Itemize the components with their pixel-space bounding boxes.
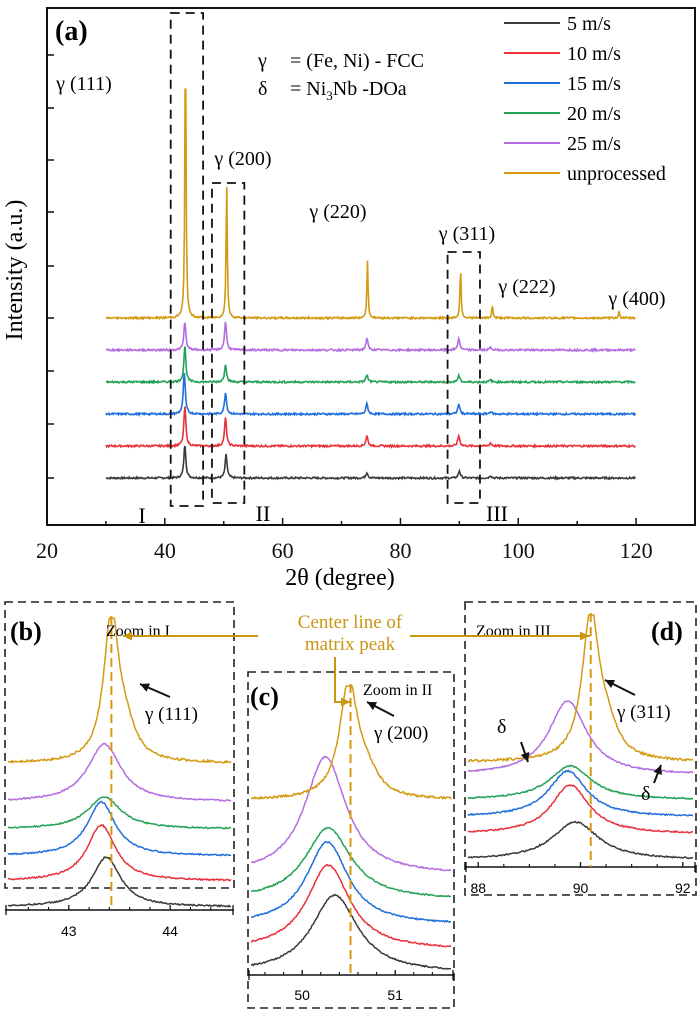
- zoom-series-5ms: [467, 820, 694, 860]
- x-tick-label: 90: [573, 880, 589, 896]
- peak-label: γ (200): [213, 148, 271, 170]
- peak-label: γ (200): [373, 723, 428, 744]
- zoom-series-15ms: [467, 769, 694, 817]
- zoom-series-15ms: [7, 800, 232, 857]
- y-axis-label: Intensity (a.u.): [2, 200, 28, 341]
- peak-arrow-head: [605, 680, 616, 689]
- x-tick-label: 60: [272, 538, 294, 563]
- phase-text-delta-sub: 3: [326, 88, 333, 103]
- delta-arrow-head: [520, 752, 530, 762]
- series-line-20ms: [105, 346, 636, 385]
- annotation-arrow-c-head: [341, 697, 350, 707]
- panel-label: (b): [10, 617, 42, 646]
- delta-label: δ: [497, 716, 506, 738]
- x-tick-label: 120: [620, 538, 653, 563]
- zoom-region-box: [446, 251, 481, 504]
- delta-arrow-head: [653, 765, 662, 776]
- panel-d: 88 90 92 (d) Zoom in III γ (311) δ δ: [464, 601, 697, 896]
- x-tick-label: 92: [675, 880, 691, 896]
- peak-label: γ (400): [607, 288, 665, 310]
- peak-label: γ (222): [497, 276, 555, 298]
- zoom-series-10ms: [467, 784, 694, 834]
- phase-symbol-delta: δ: [258, 78, 267, 100]
- series-line-unprocessed: [105, 88, 636, 321]
- legend-label: 15 m/s: [567, 73, 621, 95]
- zoom-panel-frame: [247, 671, 455, 1009]
- series-line-15ms: [105, 373, 637, 418]
- annotation-line: [334, 657, 348, 703]
- panel-label: (d): [651, 617, 683, 646]
- x-tick-label: 100: [502, 538, 535, 563]
- legend-label: 5 m/s: [567, 13, 611, 35]
- zoom-region-box: [169, 12, 205, 507]
- x-tick-label: 40: [154, 538, 176, 563]
- panel-b: 43 44 (b) Zoom in I γ (111): [4, 601, 235, 939]
- peak-label: γ (111): [144, 704, 198, 725]
- phase-text-delta: = Ni3Nb -DOa: [290, 78, 407, 103]
- x-tick-label: 44: [162, 923, 178, 939]
- phase-text-gamma: = (Fe, Ni) - FCC: [290, 50, 424, 72]
- zoom-series-25ms: [7, 742, 232, 802]
- x-tick-label: 51: [387, 987, 403, 1003]
- legend-label: 10 m/s: [567, 43, 621, 65]
- series-line-5ms: [105, 445, 637, 481]
- peak-label: γ (111): [55, 73, 112, 95]
- zoom-series-5ms: [7, 856, 232, 908]
- x-tick-label: 50: [294, 987, 310, 1003]
- series-line-10ms: [105, 406, 636, 449]
- phase-symbol-gamma: γ: [257, 50, 267, 72]
- zoom-caption: Zoom in I: [106, 623, 170, 640]
- legend-label: 20 m/s: [567, 103, 621, 125]
- x-tick-label: 80: [389, 538, 411, 563]
- zoom-series-unprocessed: [7, 617, 232, 764]
- zoom-region-label: III: [486, 501, 508, 526]
- panel-label-a: (a): [55, 16, 88, 47]
- legend-label: unprocessed: [567, 163, 666, 185]
- zoom-region-box: [211, 182, 246, 504]
- panel-c: 50 51 (c) Zoom in II γ (200): [247, 671, 455, 1009]
- zoom-series-unprocessed: [467, 614, 694, 763]
- peak-label: γ (220): [308, 201, 366, 223]
- zoom-series-20ms: [7, 796, 232, 830]
- zoom-panel-frame: [4, 601, 235, 889]
- series-line-25ms: [105, 321, 636, 353]
- zoom-series-20ms: [467, 764, 694, 801]
- x-tick-label: 43: [61, 923, 77, 939]
- zoom-caption: Zoom in III: [476, 623, 551, 640]
- center-line-label: Center line of: [298, 612, 403, 633]
- peak-arrow-head: [367, 702, 378, 711]
- zoom-region-label: II: [256, 501, 271, 526]
- zoom-caption: Zoom in II: [363, 682, 432, 699]
- panel-label: (c): [250, 682, 279, 711]
- annotation-arrow-b-head: [123, 631, 132, 641]
- x-axis-label: 2θ (degree): [285, 565, 394, 591]
- phase-text-delta-part2: Nb -DOa: [333, 78, 407, 100]
- phase-text-delta-part: = Ni: [290, 78, 327, 100]
- zoom-series-10ms: [7, 823, 232, 882]
- legend-label: 25 m/s: [567, 133, 621, 155]
- x-tick-label: 88: [470, 880, 486, 896]
- center-line-label: matrix peak: [305, 634, 396, 655]
- peak-label: γ (311): [616, 702, 671, 723]
- panel-a: 20 40 60 80 100 120 2θ (degree) Intensity (a.u.…: [2, 7, 696, 591]
- zoom-region-label: I: [138, 503, 145, 528]
- x-tick-label: 20: [36, 538, 58, 563]
- delta-label: δ: [641, 783, 650, 805]
- peak-label: γ (311): [438, 223, 495, 245]
- zoom-panel-frame: [464, 601, 697, 896]
- annotation-arrow-d-head: [580, 631, 589, 641]
- peak-arrow-head: [140, 683, 151, 692]
